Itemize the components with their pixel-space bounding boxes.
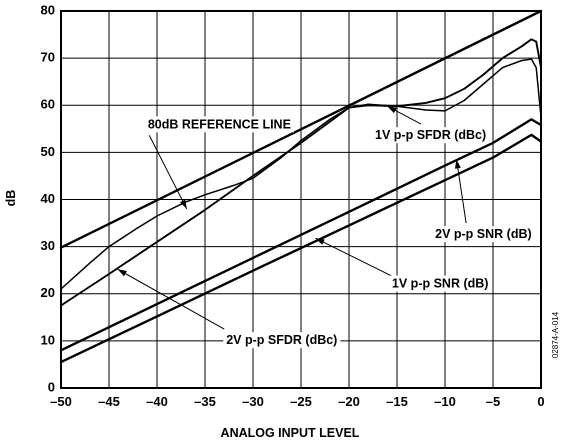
- annotation-leader: [117, 268, 225, 330]
- y-tick-label: 30: [41, 238, 55, 253]
- annotation-label-background: [223, 332, 341, 349]
- y-tick-label: 40: [41, 191, 55, 206]
- series-line-2v-p-p-snr-db: [59, 118, 543, 352]
- y-tick-label: 50: [41, 144, 55, 159]
- x-tick-label: 0: [537, 394, 544, 409]
- annotation-label-background: [144, 116, 294, 133]
- figure-id-label: 02874-A-014: [551, 311, 560, 358]
- annotation-arrowhead: [180, 199, 187, 209]
- x-tick-label: –20: [338, 394, 360, 409]
- annotation-label: 2V p-p SFDR (dBc): [226, 333, 337, 347]
- annotation-group: 2V p-p SNR (dB): [432, 226, 535, 243]
- grid-lines: [61, 11, 541, 388]
- annotation-group: 1V p-p SNR (dB): [388, 275, 492, 292]
- annotation-label-background: [388, 275, 492, 292]
- x-tick-label: –5: [486, 394, 500, 409]
- annotation-label: 1V p-p SFDR (dBc): [375, 128, 486, 142]
- annotation-leader: [315, 237, 398, 280]
- x-tick-label: –15: [386, 394, 408, 409]
- x-tick-label: –40: [146, 394, 168, 409]
- y-axis-title: dB: [4, 190, 18, 207]
- annotation-group: 80dB REFERENCE LINE: [144, 116, 294, 133]
- annotation-arrowhead: [387, 106, 397, 114]
- annotation-label: 80dB REFERENCE LINE: [148, 117, 291, 131]
- x-tick-label: –50: [50, 394, 72, 409]
- annotation-label: 2V p-p SNR (dB): [435, 227, 532, 241]
- annotation-label: 1V p-p SNR (dB): [392, 277, 489, 291]
- annotation-arrowhead: [117, 269, 127, 277]
- series-line-1v-p-p-snr-db: [59, 133, 543, 364]
- y-tick-label: 70: [41, 50, 55, 65]
- y-tick-label: 60: [41, 97, 55, 112]
- plot-border: [60, 10, 542, 389]
- series-lines: [59, 9, 543, 364]
- tick-labels: –50 –45 –40 –35 –30 –25 –20 –15 –10 –5 00102030405…: [41, 2, 545, 409]
- y-tick-label: 10: [41, 332, 55, 347]
- annotation-group: 1V p-p SFDR (dBc): [372, 127, 490, 144]
- plot-frame: [60, 10, 542, 389]
- x-tick-label: –30: [242, 394, 264, 409]
- x-axis-title: ANALOG INPUT LEVEL: [221, 426, 360, 440]
- series-line-2v-p-p-sfdr-dbc: [60, 38, 542, 307]
- x-tick-label: –45: [98, 394, 120, 409]
- annotation-leader-lines: [117, 105, 467, 330]
- annotation-leader: [456, 159, 467, 224]
- annotation-arrowhead: [454, 159, 461, 169]
- annotation-labels: 80dB REFERENCE LINE 1V p-p SFDR (dBc) 2V p…: [144, 116, 535, 349]
- annotation-label-background: [432, 226, 535, 243]
- y-tick-label: 0: [48, 379, 55, 394]
- annotation-label-background: [372, 127, 490, 144]
- x-tick-label: –35: [194, 394, 216, 409]
- y-tick-label: 20: [41, 285, 55, 300]
- series-line-80db-reference-line: [59, 9, 543, 249]
- annotation-arrowhead: [315, 238, 325, 245]
- y-tick-label: 80: [41, 2, 55, 17]
- annotation-leader: [148, 135, 188, 210]
- x-tick-label: –25: [290, 394, 312, 409]
- x-tick-label: –10: [434, 394, 456, 409]
- annotation-group: 2V p-p SFDR (dBc): [223, 332, 341, 349]
